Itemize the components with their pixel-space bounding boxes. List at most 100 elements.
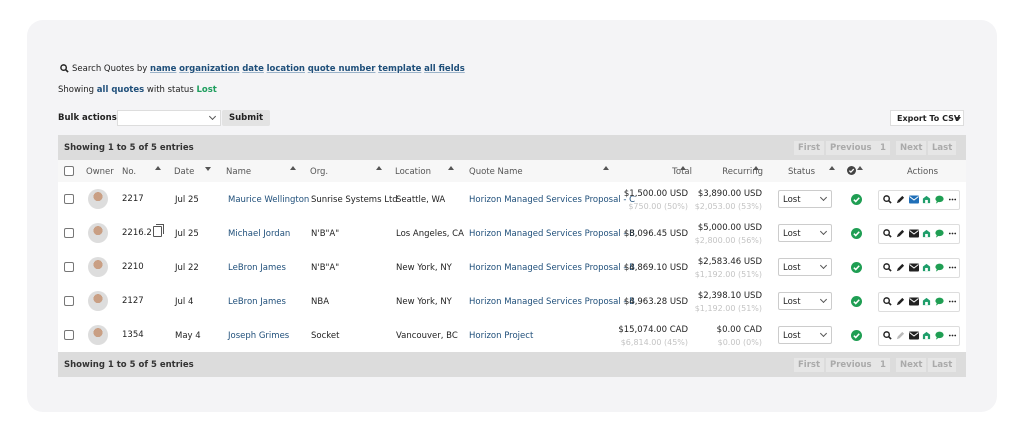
view-button[interactable] [883,331,892,343]
column-header[interactable]: Owner [86,167,114,177]
quote-name-link[interactable]: Horizon Managed Services Proposal - B [469,297,635,307]
email-button[interactable] [909,263,919,275]
scope-link[interactable]: all quotes [96,85,145,95]
more-button[interactable] [948,297,957,309]
export-button[interactable]: Export To CSV [890,110,964,126]
email-button[interactable] [909,229,919,241]
search-field-link[interactable]: all fields [424,64,465,74]
comment-button[interactable] [935,195,944,207]
pagination-button[interactable]: Last [928,141,957,155]
view-button[interactable] [883,195,892,207]
portal-button[interactable] [922,297,931,309]
comment-button[interactable] [935,263,944,275]
bulk-select[interactable] [117,110,221,126]
column-header[interactable]: No. [122,167,137,177]
quote-name-link[interactable]: Horizon Managed Services Proposal - B [469,263,635,273]
portal-button-glyph [922,263,931,272]
view-button[interactable] [883,263,892,275]
row-checkbox[interactable] [64,330,74,340]
more-button[interactable] [948,229,957,241]
status-link[interactable]: Lost [196,85,217,95]
total-recurring-sub: $750.00 (50%) [628,202,688,211]
quote-name-link[interactable]: Horizon Project [469,331,534,341]
pagination-button[interactable]: Next [896,358,927,372]
organization: NBA [311,297,330,307]
owner-name-link[interactable]: Michael Jordan [228,229,291,239]
column-header[interactable]: Recurring [722,167,763,177]
column-header[interactable]: Name [226,167,252,177]
row-checkbox[interactable] [64,262,74,272]
pagination-button[interactable]: First [794,358,825,372]
column-header[interactable]: Location [395,167,431,177]
column-header[interactable]: Org. [310,167,329,177]
pagination-button[interactable]: Previous [826,358,876,372]
edit-button[interactable] [896,331,905,343]
select-all-checkbox[interactable] [64,166,74,176]
owner-name-link[interactable]: Joseph Grimes [228,331,290,341]
portal-button[interactable] [922,331,931,343]
search-field-link[interactable]: name [150,64,177,74]
pagination-button[interactable]: Next [896,141,927,155]
search-field-link[interactable]: organization [179,64,240,74]
row-checkbox[interactable] [64,296,74,306]
view-button[interactable] [883,229,892,241]
pagination-button[interactable]: First [794,141,825,155]
email-button[interactable] [909,195,919,207]
sort-caret [155,166,161,170]
more-button[interactable] [948,331,957,343]
column-header[interactable]: Date [174,167,195,177]
more-button[interactable] [948,263,957,275]
email-button[interactable] [909,331,919,343]
column-header[interactable]: Status [788,167,816,177]
edit-button[interactable] [896,195,905,207]
pagination-button[interactable]: 1 [876,358,890,372]
copy-icon[interactable] [153,224,164,237]
column-header[interactable]: Total [672,167,692,177]
edit-button[interactable] [896,297,905,309]
column-header[interactable]: Quote Name [469,167,523,177]
comment-button[interactable] [935,331,944,343]
search-field-link[interactable]: location [266,64,305,74]
email-button[interactable] [909,297,919,309]
portal-button[interactable] [922,229,931,241]
portal-button[interactable] [922,263,931,275]
quote-name-link[interactable]: Horizon Managed Services Proposal - C [469,195,636,205]
more-button[interactable] [948,195,957,207]
comment-button[interactable] [935,229,944,241]
pagination-button[interactable]: Last [928,358,957,372]
total-amount: $4,869.10 USD [623,263,688,273]
owner-name-link[interactable]: LeBron James [228,263,286,273]
approved-icon [851,330,862,344]
status-select[interactable]: Lost [778,224,832,242]
search-field-link[interactable]: date [242,64,264,74]
edit-button[interactable] [896,263,905,275]
view-button[interactable] [883,297,892,309]
quote-name-link[interactable]: Horizon Managed Services Proposal - B [469,229,635,239]
table-row: 2210 Jul 22 LeBron James N'B"A" New York, NY… [58,250,966,285]
chevron [819,193,828,202]
filter-line: Showing all quotes with status Lost [58,85,217,95]
row-checkbox[interactable] [64,194,74,204]
recurring-amount: $3,890.00 USD [697,189,762,199]
status-select[interactable]: Lost [778,292,832,310]
owner-name-link[interactable]: Maurice Wellington [228,195,310,205]
submit-button[interactable]: Submit [222,110,271,126]
owner-name-link[interactable]: LeBron James [228,297,286,307]
actions-group [878,258,960,278]
more-button-glyph [948,300,957,303]
edit-button[interactable] [896,229,905,241]
recurring-recurring-sub: $1,192.00 (51%) [694,270,762,279]
column-header[interactable]: Actions [907,167,939,177]
comment-button[interactable] [935,297,944,309]
row-checkbox[interactable] [64,228,74,238]
pagination-button[interactable]: 1 [876,141,890,155]
portal-button[interactable] [922,195,931,207]
search-field-link[interactable]: quote number [307,64,376,74]
status-select[interactable]: Lost [778,326,832,344]
status-select[interactable]: Lost [778,190,832,208]
chevron [819,261,828,270]
search-field-link[interactable]: template [378,64,422,74]
pagination-button[interactable]: Previous [826,141,876,155]
status-select[interactable]: Lost [778,258,832,276]
portal-button-glyph [922,195,931,204]
